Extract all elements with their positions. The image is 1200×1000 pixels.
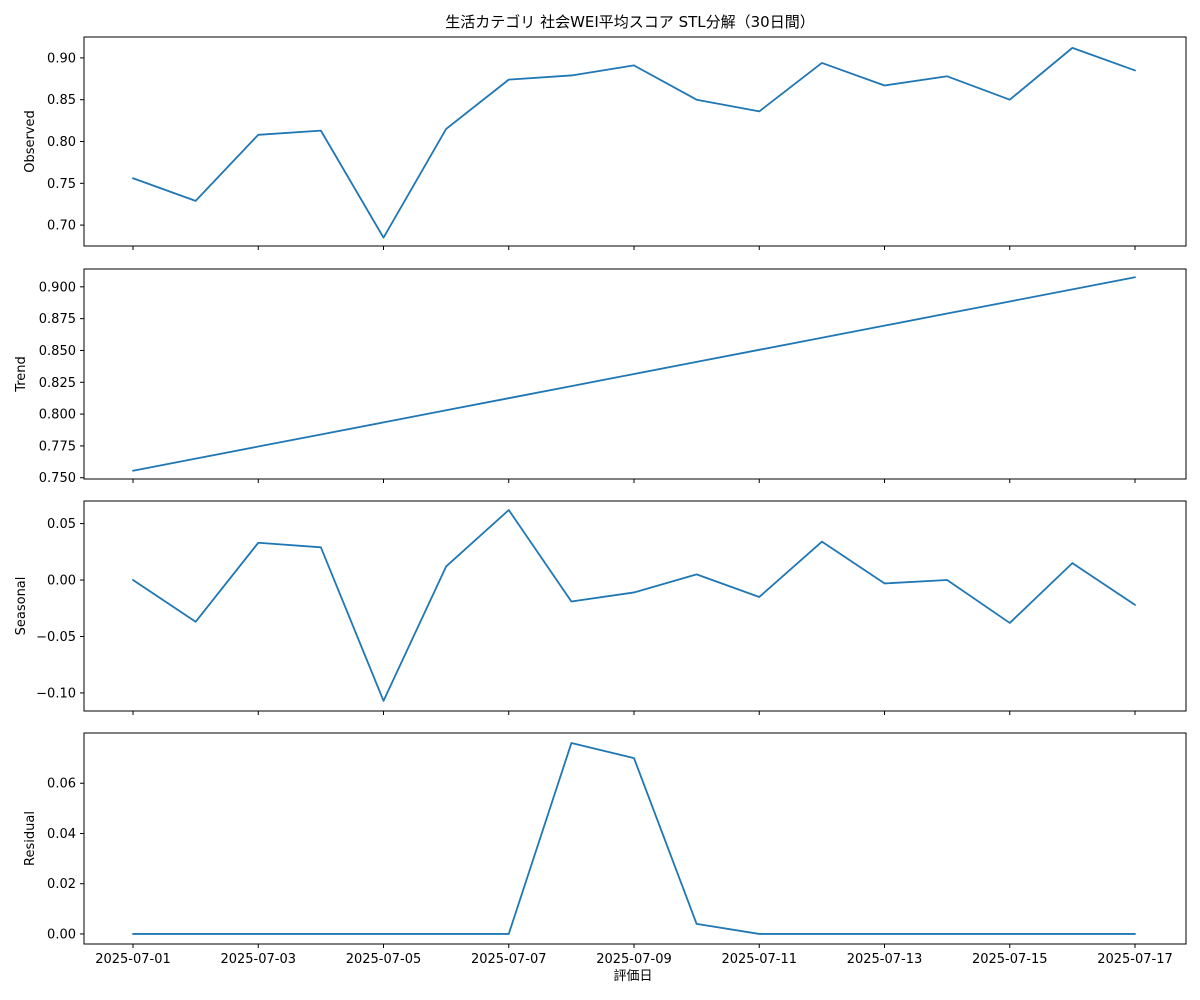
x-tick-label: 2025-07-07: [471, 952, 547, 967]
seasonal-y-tick-label: 0.05: [47, 517, 76, 532]
x-tick-label: 2025-07-11: [721, 952, 797, 967]
observed-y-tick-label: 0.85: [47, 93, 76, 108]
seasonal-series-line: [132, 509, 1136, 702]
seasonal-axes-frame: [83, 500, 1187, 712]
x-tick-label: 2025-07-03: [220, 952, 296, 967]
x-tick-label: 2025-07-01: [95, 952, 171, 967]
panel-seasonal: Seasonal −0.10 −0.05 0.00 0.05: [14, 500, 1187, 715]
seasonal-y-axis-label: Seasonal: [14, 577, 29, 636]
seasonal-y-tick-label: 0.00: [47, 574, 76, 589]
observed-y-axis-label: Observed: [23, 110, 38, 173]
x-tick-label: 2025-07-13: [847, 952, 923, 967]
x-tick-label: 2025-07-15: [972, 952, 1048, 967]
trend-y-tick-label: 0.800: [39, 408, 76, 423]
x-tick-label: 2025-07-05: [346, 952, 422, 967]
trend-y-tick-label: 0.775: [39, 439, 76, 454]
x-tick-label: 2025-07-17: [1097, 952, 1173, 967]
panel-observed: Observed 0.70 0.75 0.80 0.85 0.90: [23, 36, 1187, 250]
residual-axes-frame: [83, 732, 1187, 945]
observed-y-tick-label: 0.75: [47, 177, 76, 192]
observed-y-tick-label: 0.70: [47, 219, 76, 234]
trend-y-tick-label: 0.825: [39, 376, 76, 391]
trend-y-axis-label: Trend: [14, 356, 29, 393]
observed-axes-frame: [83, 36, 1187, 247]
observed-y-tick-label: 0.90: [47, 51, 76, 66]
trend-y-tick-label: 0.750: [39, 471, 76, 486]
residual-y-tick-label: 0.04: [47, 827, 76, 842]
seasonal-y-tick-label: −0.05: [36, 630, 76, 645]
chart-title: 生活カテゴリ 社会WEI平均スコア STL分解（30日間）: [445, 13, 814, 31]
x-axis-label: 評価日: [613, 969, 652, 984]
x-tick-label: 2025-07-09: [596, 952, 672, 967]
residual-y-tick-label: 0.00: [47, 927, 76, 942]
trend-y-tick-label: 0.875: [39, 312, 76, 327]
panel-trend: Trend 0.750 0.775 0.800 0.825 0.850 0.875 0.900: [14, 268, 1187, 486]
trend-y-tick-label: 0.900: [39, 280, 76, 295]
panel-residual: Residual 0.00 0.02 0.04 0.06 2025-07-01 2025-0…: [23, 732, 1187, 967]
residual-y-tick-label: 0.06: [47, 777, 76, 792]
seasonal-y-tick-label: −0.10: [36, 686, 76, 701]
panels-group: Observed 0.70 0.75 0.80 0.85 0.90 Trend 0.750 0.…: [14, 36, 1187, 967]
observed-y-tick-label: 0.80: [47, 135, 76, 150]
observed-series-line: [132, 46, 1136, 239]
residual-series-line: [132, 742, 1136, 935]
trend-series-line: [132, 276, 1136, 472]
trend-axes-frame: [83, 268, 1187, 480]
trend-y-tick-label: 0.850: [39, 344, 76, 359]
residual-y-axis-label: Residual: [23, 811, 38, 866]
residual-y-tick-label: 0.02: [47, 877, 76, 892]
